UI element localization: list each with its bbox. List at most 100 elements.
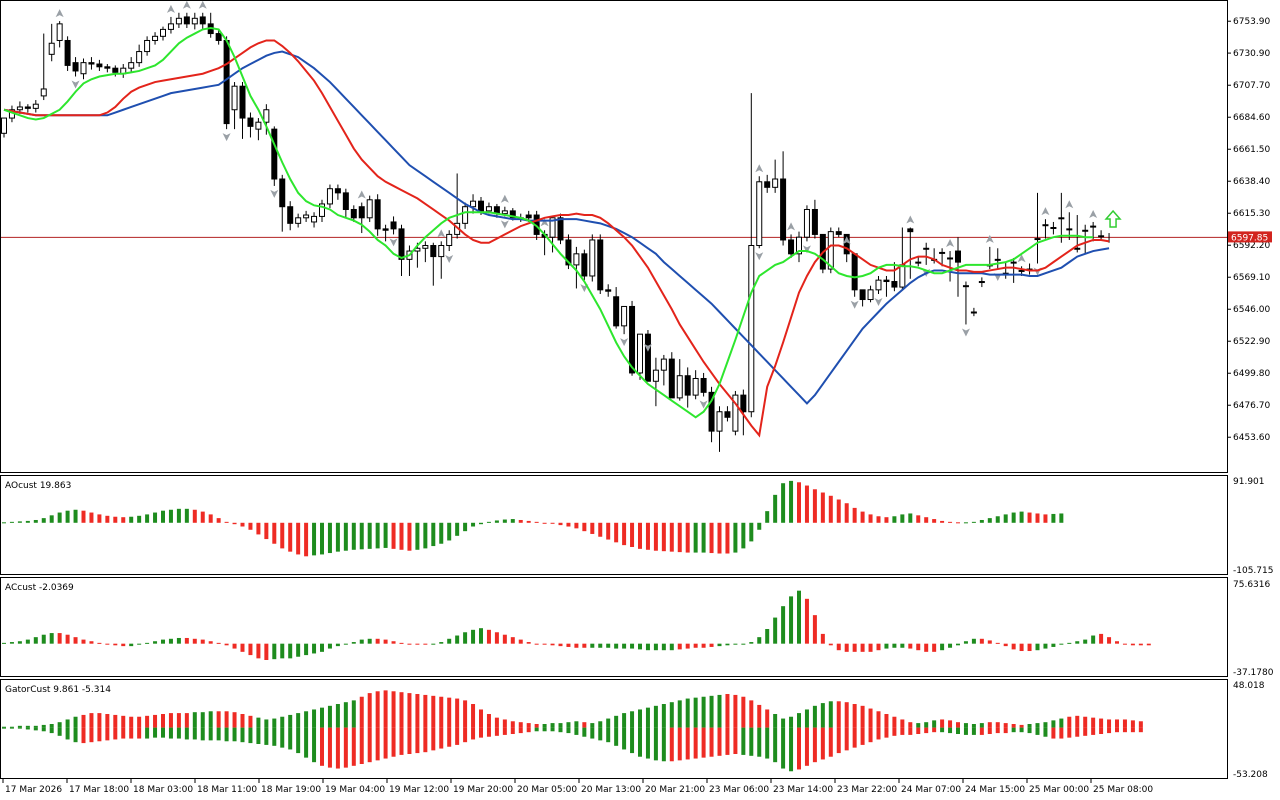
gator-upper-bar <box>1027 724 1032 728</box>
candle-body-bear <box>239 85 246 119</box>
price-tick-label: 6638.40 <box>1233 177 1270 187</box>
ac-bar <box>121 643 126 647</box>
gator-upper-bar <box>97 713 102 728</box>
candle <box>438 241 445 279</box>
candle <box>891 262 898 292</box>
ac-bar <box>49 633 54 644</box>
candle <box>462 202 469 229</box>
candle-body-bull <box>470 200 477 208</box>
gator-upper-bar <box>1083 716 1088 728</box>
candle <box>915 256 922 267</box>
gator-lower-bar <box>81 727 86 744</box>
ao-bar <box>145 514 150 523</box>
gator-upper-bar <box>1138 721 1143 728</box>
candle <box>589 234 596 282</box>
ac-panel[interactable]: ACcust -2.0369 75.6316 -37.1780 <box>0 577 1274 679</box>
fractal-up-icon <box>1065 200 1074 209</box>
gator-panel[interactable]: GatorCust 9.861 -5.314 48.018 -53.208 <box>0 679 1269 781</box>
gator-lower-bar <box>884 727 889 738</box>
fractal-up-icon <box>182 0 191 9</box>
candle <box>867 285 874 303</box>
candle <box>255 118 262 141</box>
candle-body-bear <box>883 279 890 283</box>
candle-body-bull <box>1 117 7 134</box>
fractal-down-icon <box>874 297 883 306</box>
gator-lower-bar <box>1035 727 1040 735</box>
ao-bar <box>415 522 420 550</box>
ao-bar <box>661 522 666 552</box>
gator-upper-bar <box>2 726 6 728</box>
ac-bar <box>57 633 62 644</box>
candle-body-bull <box>1042 224 1049 227</box>
fractal-up-icon <box>166 4 175 13</box>
fractal-up-icon <box>787 222 796 231</box>
candle-body-bear <box>955 250 961 263</box>
gator-lower-bar <box>129 727 134 739</box>
gator-upper-bar <box>789 716 794 728</box>
ac-bar <box>335 643 340 647</box>
candle <box>1082 224 1089 254</box>
ao-bar <box>1019 511 1024 523</box>
candle-body-bear <box>891 281 898 288</box>
candle <box>883 275 890 297</box>
ac-bar <box>836 643 841 651</box>
candle-body-bear <box>478 200 484 212</box>
ac-bar <box>661 643 666 651</box>
gator-upper-bar <box>518 722 523 728</box>
ao-bar <box>216 518 221 523</box>
gator-upper-bar <box>431 695 436 728</box>
ac-bar <box>359 639 364 644</box>
ao-bar <box>89 512 94 523</box>
ao-tick-max: 91.901 <box>1233 477 1265 487</box>
candle <box>621 305 628 335</box>
gator-lower-bar <box>359 727 364 764</box>
gator-upper-bar <box>590 723 595 728</box>
ao-bar <box>391 522 396 549</box>
candle-body-bull <box>1098 235 1105 238</box>
ao-bar <box>804 485 809 523</box>
gator-lower-bar <box>208 727 213 741</box>
candle-body-bull <box>899 264 906 288</box>
candle <box>422 241 429 263</box>
ao-bar <box>264 522 269 540</box>
gator-upper-bar <box>161 714 165 728</box>
price-tick-label: 6499.80 <box>1233 369 1270 379</box>
ac-bar <box>113 643 118 646</box>
fractal-up-icon <box>985 234 994 243</box>
ao-panel[interactable]: AOcust 19.863 91.901 -105.715 <box>0 475 1274 577</box>
ac-bar <box>137 643 142 645</box>
gator-upper-bar <box>797 713 801 728</box>
candle <box>183 12 190 29</box>
candle <box>366 195 373 222</box>
candle <box>104 64 111 73</box>
ac-bar <box>391 641 396 644</box>
ac-bar <box>797 590 801 644</box>
candle-body-bear <box>430 245 437 258</box>
fractal-up-icon <box>755 164 764 173</box>
price-panel[interactable]: 6753.90 6730.90 6707.70 6684.60 6661.50 6638.… <box>0 0 1273 473</box>
gator-lower-bar <box>956 727 960 735</box>
candle <box>80 58 87 80</box>
candle <box>32 100 39 113</box>
candle <box>748 93 755 418</box>
ao-bar <box>486 521 491 523</box>
ao-bar <box>924 517 929 523</box>
candle-body-bull <box>160 28 166 37</box>
candle-body-bull <box>573 253 580 266</box>
ao-bar <box>184 508 189 523</box>
gator-upper-bar <box>614 715 619 728</box>
candle <box>1 117 7 138</box>
gator-upper-bar <box>447 697 452 728</box>
ao-bar <box>773 494 778 523</box>
ao-bar <box>932 519 937 523</box>
ao-bar <box>224 521 229 523</box>
gator-lower-bar <box>598 727 603 741</box>
ac-bar <box>25 639 30 644</box>
ac-bar <box>638 643 642 650</box>
candle-body-bull <box>319 203 325 217</box>
candle-body-bull <box>167 23 174 30</box>
gator-lower-bar <box>471 727 476 740</box>
gator-lower-bar <box>57 727 62 736</box>
gator-upper-bar <box>638 709 642 728</box>
